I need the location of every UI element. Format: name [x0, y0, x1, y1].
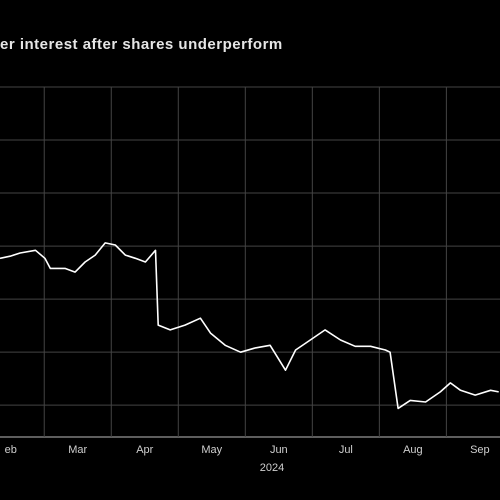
- x-tick-label: Mar: [68, 444, 87, 456]
- x-tick-label: Sep: [470, 444, 490, 456]
- x-axis-label: 2024: [260, 462, 284, 474]
- chart-title: er interest after shares underperform: [0, 36, 283, 53]
- x-tick-label: Jul: [339, 444, 353, 456]
- x-tick-label: May: [201, 444, 222, 456]
- x-tick-label: eb: [5, 444, 17, 456]
- x-tick-label: Apr: [136, 444, 153, 456]
- x-tick-label: Jun: [270, 444, 288, 456]
- line-series: [0, 242, 499, 410]
- x-tick-label: Aug: [403, 444, 423, 456]
